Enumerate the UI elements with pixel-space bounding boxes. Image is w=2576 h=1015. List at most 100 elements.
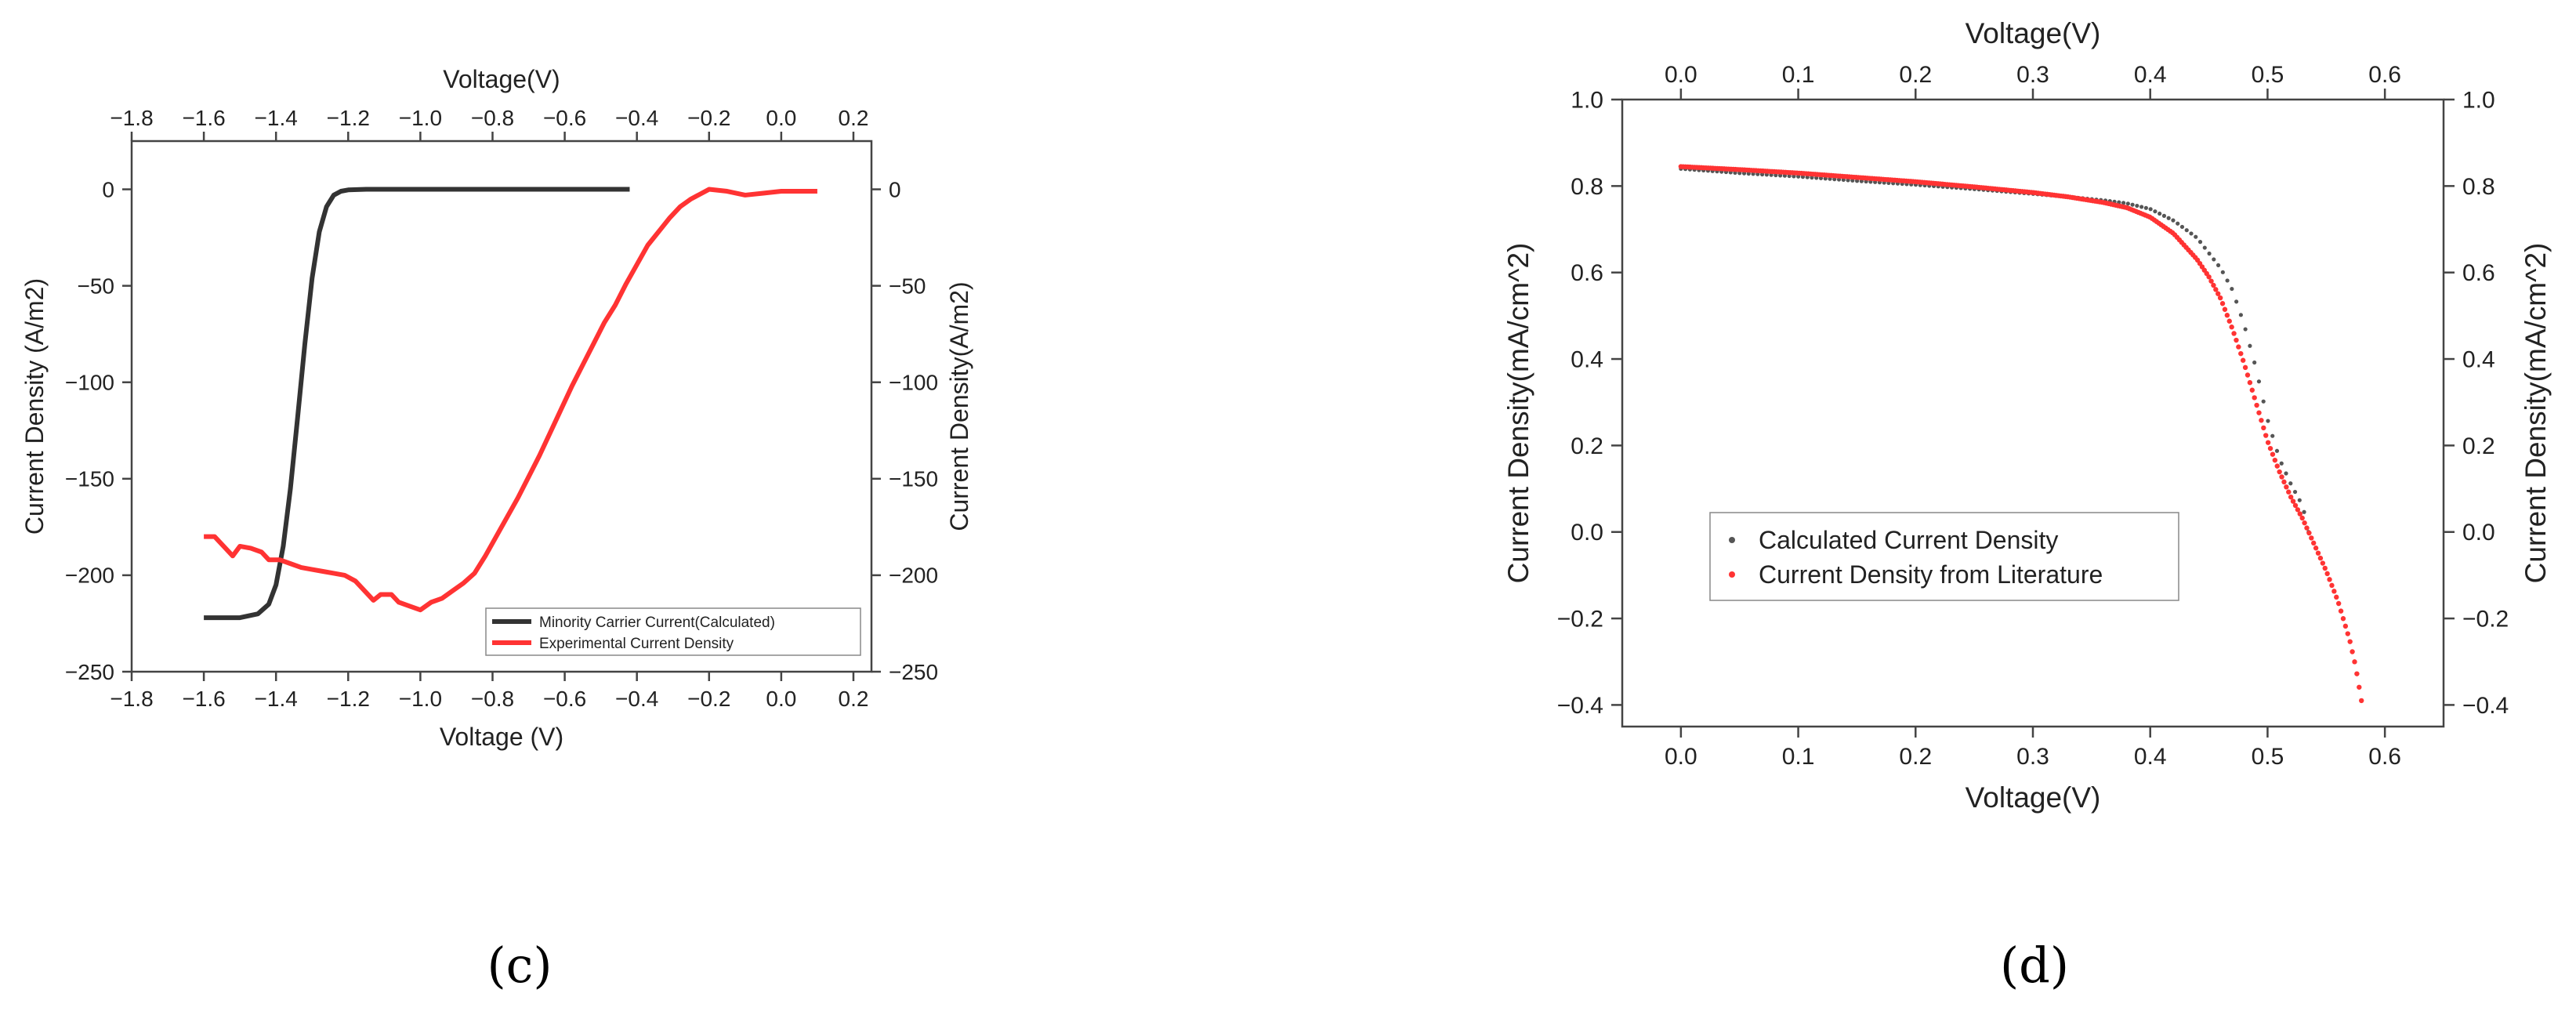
data-point: [2345, 631, 2350, 636]
x-tick-label-bottom: −1.6: [182, 687, 225, 711]
data-point: [2252, 360, 2257, 365]
x-tick-label-top: −0.4: [615, 106, 658, 130]
x-tick-label-top: 0.4: [2134, 62, 2167, 88]
x-tick-label-bottom: 0.2: [1899, 744, 1932, 770]
data-point: [2135, 203, 2139, 208]
x-tick-label-top: 0.0: [766, 106, 796, 130]
y-tick-label-right: −50: [889, 274, 926, 298]
data-point: [2304, 525, 2310, 531]
data-point: [2236, 344, 2241, 350]
data-point: [2243, 327, 2248, 332]
data-point: [2222, 306, 2228, 312]
x-tick-label-top: 0.5: [2252, 62, 2284, 88]
x-tick-label-top: 0.0: [1665, 62, 1697, 88]
data-point: [2297, 498, 2302, 502]
y-tick-label-right: −0.2: [2462, 607, 2509, 633]
x-tick-label-bottom: −1.2: [327, 687, 370, 711]
y-tick-label-left: −150: [65, 467, 114, 491]
data-point: [2315, 550, 2321, 556]
x-tick-label-top: −1.8: [110, 106, 153, 130]
data-point: [2266, 419, 2270, 423]
data-point: [2153, 209, 2158, 214]
data-point: [2202, 245, 2207, 250]
data-point: [2179, 224, 2185, 230]
panel-label: (c): [487, 937, 552, 994]
x-tick-label-bottom: 0.0: [766, 687, 796, 711]
data-point: [2295, 507, 2301, 513]
data-point: [2197, 240, 2203, 245]
x-tick-label-bottom: −0.4: [615, 687, 658, 711]
legend-box: [485, 607, 861, 656]
data-point: [2213, 287, 2219, 292]
y-axis-label-right: Current Density(A/m2): [945, 281, 973, 531]
data-point: [2347, 639, 2353, 644]
y-tick-label-left: 1.0: [1571, 88, 1603, 114]
data-point: [2288, 494, 2294, 500]
data-point: [2327, 577, 2332, 582]
data-point: [2292, 502, 2299, 509]
x-tick-label-top: 0.1: [1782, 62, 1815, 88]
data-point: [2335, 600, 2342, 607]
y-tick-label-left: −50: [78, 274, 115, 298]
data-point: [2320, 560, 2326, 566]
x-axis-label: Voltage(V): [1966, 781, 2101, 814]
y-tick-label-right: 1.0: [2462, 88, 2495, 114]
data-point: [2211, 282, 2216, 288]
data-point: [2249, 387, 2255, 393]
series-line-experimental-current-density: [204, 187, 817, 613]
x-tick-label-top: 0.3: [2016, 62, 2049, 88]
data-point: [2311, 540, 2317, 546]
data-point: [2184, 228, 2189, 233]
x-tick-label-top: −0.8: [471, 106, 514, 130]
data-point: [2229, 324, 2234, 330]
data-point: [2317, 555, 2324, 561]
data-point: [2261, 425, 2266, 431]
x-tick-label-bottom: 0.0: [1665, 744, 1697, 770]
data-point: [2279, 461, 2284, 466]
y-tick-label-left: −200: [65, 564, 114, 588]
data-point: [2274, 463, 2280, 469]
y-tick-label-right: 0.4: [2462, 347, 2495, 373]
data-point: [2238, 313, 2243, 317]
legend-box: [1709, 512, 2179, 601]
x-tick-label-bottom: −0.8: [471, 687, 514, 711]
data-point: [2224, 313, 2230, 318]
x-tick-label-bottom: 0.2: [839, 687, 869, 711]
data-point: [2256, 379, 2262, 384]
data-point: [2207, 251, 2212, 256]
data-point: [2292, 489, 2298, 495]
data-point: [2286, 489, 2292, 495]
data-point: [2334, 594, 2339, 600]
y-tick-label-right: −200: [889, 564, 938, 588]
x-tick-label-top: 0.6: [2368, 62, 2401, 88]
y-tick-label-right: 0.0: [2462, 520, 2495, 546]
data-point: [2252, 395, 2257, 401]
data-point: [2297, 511, 2302, 517]
data-point: [2302, 520, 2307, 526]
data-point: [2306, 530, 2312, 536]
y-tick-label-left: 0: [102, 177, 114, 201]
data-point: [2284, 471, 2288, 476]
data-point: [2329, 582, 2335, 589]
x-axis-label-top: Voltage(V): [1966, 17, 2101, 49]
data-point: [2309, 535, 2314, 541]
data-point: [2234, 299, 2239, 304]
y-tick-label-right: −0.4: [2462, 693, 2509, 719]
y-tick-label-right: 0.6: [2462, 260, 2495, 286]
y-tick-label-right: 0: [889, 177, 901, 201]
data-point: [2259, 418, 2264, 423]
data-point: [2216, 291, 2221, 296]
data-point: [2322, 565, 2328, 571]
data-point: [2242, 364, 2248, 371]
y-tick-label-left: −0.4: [1557, 693, 1603, 719]
x-tick-label-bottom: 0.1: [1782, 744, 1815, 770]
data-point: [2194, 234, 2198, 239]
data-point: [2302, 509, 2306, 514]
data-point: [2220, 270, 2225, 274]
data-point: [2125, 201, 2130, 206]
data-point: [2352, 659, 2357, 665]
data-point: [2130, 202, 2135, 207]
data-point: [2206, 274, 2212, 280]
data-point: [2284, 484, 2289, 490]
